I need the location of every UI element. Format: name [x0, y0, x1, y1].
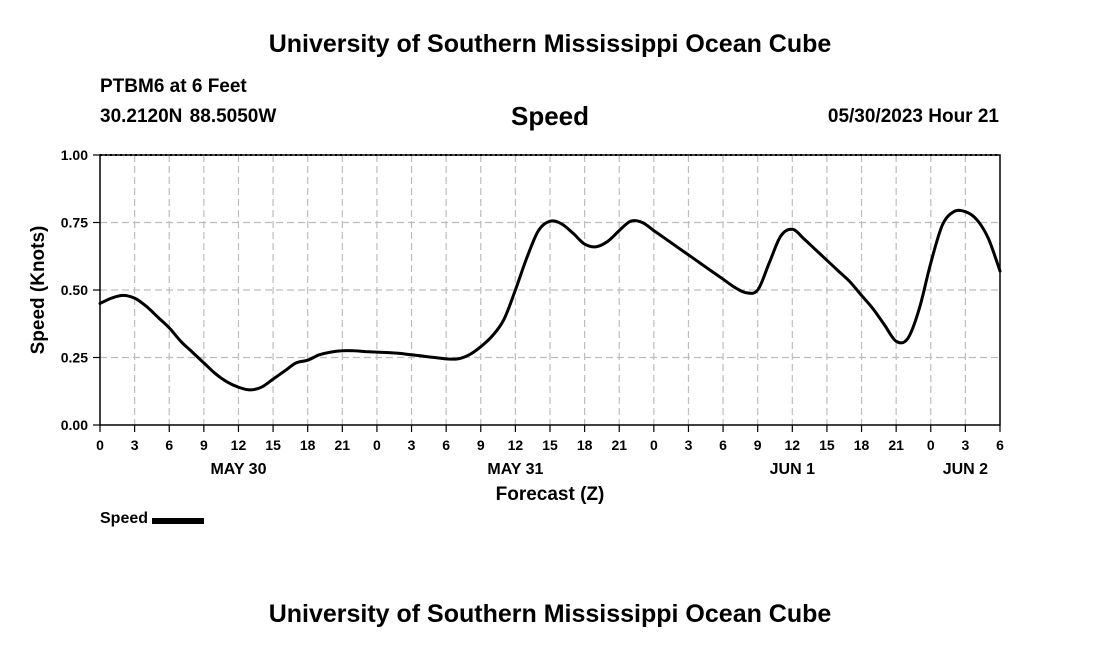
x-tick-label: 6	[719, 437, 727, 453]
y-tick-label: 0.50	[61, 282, 88, 298]
legend-swatch	[152, 517, 205, 524]
grid-lines	[100, 155, 1000, 425]
x-tick-label: 21	[888, 437, 904, 453]
station-coordinates: 30.2120N 88.5050W	[100, 106, 277, 127]
x-tick-label: 0	[650, 437, 658, 453]
chart-title-bottom: University of Southern Mississippi Ocean…	[268, 600, 832, 628]
x-tick-label: 18	[577, 437, 593, 453]
x-tick-label: 18	[300, 437, 316, 453]
y-axis-ticks: 0.00 0.25 0.50 0.75 1.00	[61, 147, 100, 433]
date-labels: MAY 30 MAY 31 JUN 1 JUN 2	[210, 461, 988, 478]
x-tick-label: 3	[408, 437, 416, 453]
y-axis-label: Speed (Knots)	[28, 226, 49, 355]
x-tick-label: 21	[611, 437, 627, 453]
x-tick-label: 3	[131, 437, 139, 453]
speed-series-line	[98, 208, 1002, 392]
x-tick-label: 15	[819, 437, 835, 453]
x-tick-label: 12	[231, 437, 247, 453]
legend: Speed	[100, 510, 205, 528]
station-label: PTBM6 at 6 Feet	[100, 76, 247, 97]
x-tick-label: 9	[477, 437, 485, 453]
x-tick-label: 0	[96, 437, 104, 453]
date-label: MAY 30	[210, 461, 266, 478]
forecast-timestamp: 05/30/2023 Hour 21	[827, 106, 999, 127]
x-tick-label: 12	[785, 437, 801, 453]
y-tick-label: 0.25	[61, 350, 88, 366]
x-tick-label: 21	[335, 437, 351, 453]
date-label: MAY 31	[487, 461, 543, 478]
x-tick-label: 6	[165, 437, 173, 453]
y-tick-label: 0.00	[61, 417, 88, 433]
date-label: JUN 1	[770, 461, 815, 478]
x-tick-label: 9	[754, 437, 762, 453]
x-tick-label: 12	[508, 437, 524, 453]
x-axis-label: Forecast (Z)	[496, 484, 605, 505]
y-tick-label: 0.75	[61, 215, 88, 231]
x-tick-label: 15	[542, 437, 558, 453]
x-tick-label: 3	[961, 437, 969, 453]
x-axis-ticks: 0 3 6 9 12 15 18 21 0 3 6 9 12 15 18 21 0 3 6 9 12 15 18 21 0 3 6	[96, 425, 1004, 453]
x-tick-label: 0	[373, 437, 381, 453]
x-tick-label: 6	[996, 437, 1004, 453]
parameter-title: Speed	[510, 101, 590, 131]
x-tick-label: 3	[685, 437, 693, 453]
chart-title-top: University of Southern Mississippi Ocean…	[268, 30, 832, 58]
x-tick-label: 6	[442, 437, 450, 453]
x-tick-label: 0	[927, 437, 935, 453]
x-tick-label: 15	[265, 437, 281, 453]
legend-label: Speed	[100, 510, 149, 527]
x-tick-label: 9	[200, 437, 208, 453]
x-tick-label: 18	[854, 437, 870, 453]
y-tick-label: 1.00	[61, 147, 88, 163]
date-label: JUN 2	[943, 461, 988, 478]
